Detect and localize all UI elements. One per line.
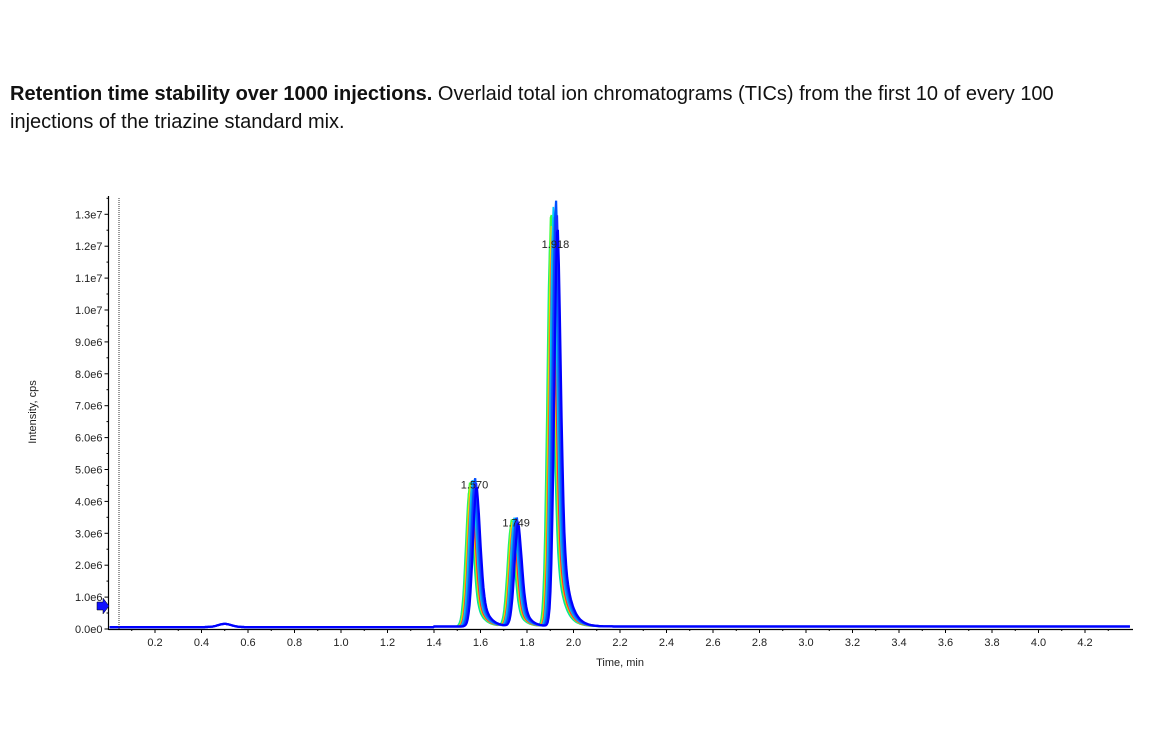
x-tick-label: 3.6 xyxy=(938,637,953,649)
tic-trace-1 xyxy=(109,237,1130,628)
y-tick-label: 1.0e7 xyxy=(75,305,103,317)
y-tick-label: 8.0e6 xyxy=(75,369,103,381)
x-tick-label: 2.0 xyxy=(566,637,581,649)
x-tick-label: 2.2 xyxy=(612,637,627,649)
y-tick-label: 6.0e6 xyxy=(75,433,103,445)
y-tick-label: 7.0e6 xyxy=(75,401,103,413)
x-tick-label: 3.8 xyxy=(984,637,999,649)
x-tick-label: 0.2 xyxy=(147,637,162,649)
x-tick-label: 3.2 xyxy=(845,637,860,649)
y-tick-label: 1.2e7 xyxy=(75,241,103,253)
x-tick-label: 0.6 xyxy=(240,637,255,649)
caption-text: Overlaid total ion chromatograms (TICs) … xyxy=(10,83,1054,133)
x-tick-label: 2.4 xyxy=(659,637,674,649)
axes: 0.0e0 1.0e6 2.0e6 3.0e6 4.0e6 5.0e6 6.0e6 7.0e6… xyxy=(75,196,1133,649)
x-tick-label: 1.6 xyxy=(473,637,488,649)
x-tick-label: 4.2 xyxy=(1077,637,1092,649)
y-tick-label: 1.1e7 xyxy=(75,273,103,285)
y-axis-label: Intensity, cps xyxy=(27,380,39,444)
y-tick-label: 4.0e6 xyxy=(75,496,103,508)
figure-caption: Retention time stability over 1000 injec… xyxy=(10,80,1110,136)
tic-trace-9 xyxy=(109,215,1130,629)
tic-traces xyxy=(109,200,1130,629)
tic-trace-5 xyxy=(109,206,1130,628)
y-tick-label: 5.0e6 xyxy=(75,465,103,477)
x-tick-label: 1.2 xyxy=(380,637,395,649)
tic-trace-10 xyxy=(109,229,1130,629)
tic-trace-7 xyxy=(109,227,1130,628)
x-tick-label: 2.8 xyxy=(752,637,767,649)
x-tick-label: 0.8 xyxy=(287,637,302,649)
peak-label: 1.570 xyxy=(461,479,489,491)
x-tick-label: 4.0 xyxy=(1031,637,1046,649)
x-tick-label: 1.4 xyxy=(426,637,441,649)
y-tick-label: 9.0e6 xyxy=(75,337,103,349)
tic-trace-8 xyxy=(109,200,1130,629)
x-tick-label: 1.0 xyxy=(333,637,348,649)
tic-trace-2 xyxy=(109,214,1130,628)
x-tick-label: 2.6 xyxy=(705,637,720,649)
x-tick-label: 1.8 xyxy=(519,637,534,649)
tic-trace-4 xyxy=(109,234,1130,628)
y-tick-label: 3.0e6 xyxy=(75,528,103,540)
x-axis-label: Time, min xyxy=(596,657,644,669)
x-tick-label: 3.0 xyxy=(798,637,813,649)
tic-trace-3 xyxy=(109,225,1130,628)
y-tick-label: 2.0e6 xyxy=(75,560,103,572)
y-tick-label: 0.0e0 xyxy=(75,624,103,636)
y-tick-label: 1.3e7 xyxy=(75,209,103,221)
arrow-marker-icon xyxy=(96,597,110,615)
peak-label: 1.918 xyxy=(542,239,570,251)
x-tick-label: 3.4 xyxy=(891,637,906,649)
x-tick-label: 0.4 xyxy=(194,637,209,649)
y-tick-label: 1.0e6 xyxy=(75,592,103,604)
peak-label: 1.749 xyxy=(502,518,530,530)
caption-bold: Retention time stability over 1000 injec… xyxy=(10,83,433,105)
tic-trace-6 xyxy=(109,216,1130,628)
